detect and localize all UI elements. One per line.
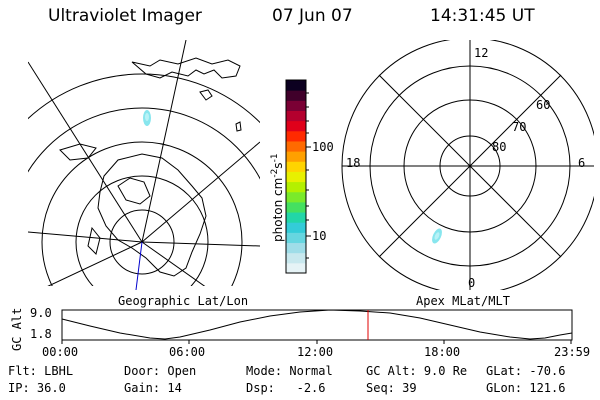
right-panel-caption: Apex MLat/MLT bbox=[416, 294, 510, 308]
colorbar-segment bbox=[286, 201, 306, 213]
colorbar-segment bbox=[286, 80, 306, 91]
info-glon: GLon: 121.6 bbox=[486, 381, 566, 395]
info-door: Door: Open bbox=[124, 364, 197, 378]
geographic-map bbox=[28, 40, 260, 286]
colorbar-segment bbox=[286, 151, 306, 162]
altitude-ylabel: GC Alt bbox=[10, 307, 24, 351]
altitude-xtick-2359: 23:59 bbox=[554, 345, 591, 359]
mlt-label-18: 18 bbox=[346, 156, 361, 170]
info-seq: Seq: 39 bbox=[366, 381, 417, 395]
altitude-plot-frame bbox=[61, 309, 573, 341]
intensity-colorbar bbox=[286, 80, 306, 274]
colorbar-segment bbox=[286, 171, 306, 183]
colorbar-frame bbox=[285, 79, 307, 274]
aurora-spot-left bbox=[143, 110, 151, 126]
colorbar-segment bbox=[286, 222, 306, 233]
colorbar-segment bbox=[286, 181, 306, 193]
mlt-label-12: 12 bbox=[474, 46, 489, 60]
info-ip: IP: 36.0 bbox=[8, 381, 66, 395]
mlt-label-6: 6 bbox=[578, 156, 586, 170]
date-label: 07 Jun 07 bbox=[272, 6, 353, 26]
info-mode: Mode: Normal bbox=[246, 364, 333, 378]
colorbar-segment bbox=[286, 212, 306, 223]
altitude-xtick-0600: 06:00 bbox=[169, 345, 206, 359]
footprint-line bbox=[135, 241, 143, 291]
info-gc-alt: GC Alt: 9.0 Re bbox=[366, 364, 468, 378]
info-dsp: Dsp: -2.6 bbox=[246, 381, 326, 395]
altitude-ytick-9: 9.0 bbox=[30, 306, 52, 320]
altitude-curve bbox=[61, 309, 573, 340]
colorbar-segment bbox=[286, 100, 306, 111]
time-label: 14:31:45 UT bbox=[430, 6, 535, 26]
info-gain: Gain: 14 bbox=[124, 381, 182, 395]
colorbar-segment bbox=[286, 242, 306, 254]
colorbar-segment bbox=[286, 90, 306, 101]
info-glat: GLat: -70.6 bbox=[486, 364, 566, 378]
colorbar-segment bbox=[286, 252, 306, 264]
altitude-xtick-0000: 00:00 bbox=[42, 345, 79, 359]
colorbar-segment bbox=[286, 120, 306, 132]
colorbar-segment bbox=[286, 262, 306, 274]
left-panel-caption: Geographic Lat/Lon bbox=[118, 294, 249, 308]
mlat-label-70: 70 bbox=[512, 120, 527, 134]
altitude-xtick-1200: 12:00 bbox=[297, 345, 334, 359]
polar-grid bbox=[341, 40, 594, 290]
colorbar-segment bbox=[286, 140, 306, 152]
mlat-label-60: 60 bbox=[536, 98, 551, 112]
colorbar-tick-100: 100 bbox=[312, 140, 334, 154]
altitude-plot bbox=[61, 309, 573, 344]
info-filter: Flt: LBHL bbox=[8, 364, 74, 378]
instrument-title: Ultraviolet Imager bbox=[48, 6, 202, 26]
colorbar-segment bbox=[286, 161, 306, 172]
mlt-label-0: 0 bbox=[468, 276, 476, 290]
colorbar-tick-10: 10 bbox=[312, 229, 327, 243]
colorbar-segment bbox=[286, 110, 306, 122]
colorbar-segment bbox=[286, 130, 306, 142]
altitude-ytick-1.8: 1.8 bbox=[30, 327, 52, 341]
aurora-spot-right bbox=[432, 228, 442, 244]
colorbar-unit-label: photon cm-2s-1 bbox=[270, 153, 285, 242]
colorbar-segment bbox=[286, 232, 306, 244]
colorbar-segment bbox=[286, 191, 306, 203]
altitude-xtick-1800: 18:00 bbox=[424, 345, 461, 359]
mlat-label-80: 80 bbox=[492, 140, 507, 154]
